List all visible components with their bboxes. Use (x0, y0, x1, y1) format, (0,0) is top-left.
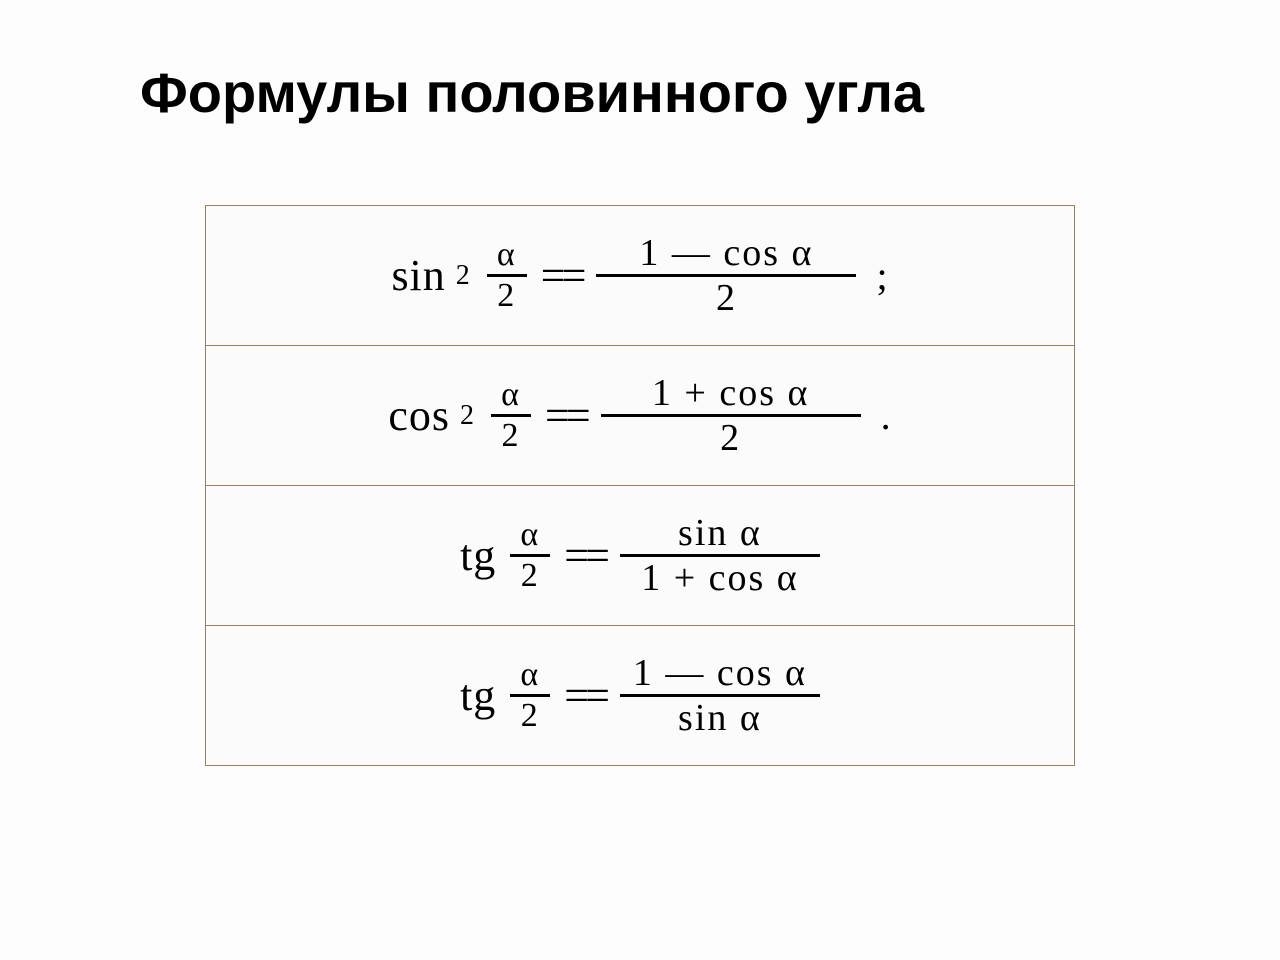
equals: == (541, 250, 583, 301)
punct: . (881, 392, 892, 439)
table-row: cos 2 α 2 == 1 + cos α 2 . (206, 346, 1075, 486)
denominator: 2 (513, 697, 548, 735)
numerator: 1 + cos α (644, 372, 818, 414)
punct: ; (876, 252, 888, 299)
fraction-rhs: 1 + cos α 2 (601, 372, 861, 459)
formula-cell: tg α 2 == 1 — cos α sin α (206, 626, 1075, 766)
formula-table-container: sin 2 α 2 == 1 — cos α 2 ; (205, 205, 1075, 766)
formula-cell: sin 2 α 2 == 1 — cos α 2 ; (206, 206, 1075, 346)
formula-tg-half-1: tg α 2 == sin α 1 + cos α (460, 512, 820, 599)
equals: == (564, 530, 606, 581)
formula-table: sin 2 α 2 == 1 — cos α 2 ; (205, 205, 1075, 766)
formula-cell: cos 2 α 2 == 1 + cos α 2 . (206, 346, 1075, 486)
fraction-alpha-2: α 2 (491, 376, 531, 455)
denominator: 2 (489, 277, 524, 315)
numerator: sin α (670, 512, 770, 554)
table-row: tg α 2 == sin α 1 + cos α (206, 486, 1075, 626)
denominator: sin α (670, 697, 770, 739)
denominator: 2 (708, 277, 745, 319)
fraction-alpha-2: α 2 (510, 656, 550, 735)
func-name: tg (460, 530, 496, 581)
numerator: 1 — cos α (625, 652, 815, 694)
func-name: tg (460, 670, 496, 721)
formula-cell: tg α 2 == sin α 1 + cos α (206, 486, 1075, 626)
numerator: α (512, 516, 548, 554)
denominator: 1 + cos α (633, 557, 807, 599)
fraction-rhs: 1 — cos α sin α (620, 652, 820, 739)
equals: == (564, 670, 606, 721)
formula-cos-half: cos 2 α 2 == 1 + cos α 2 . (388, 372, 891, 459)
func-name: cos (388, 390, 450, 441)
numerator: α (489, 236, 525, 274)
formula-tg-half-2: tg α 2 == 1 — cos α sin α (460, 652, 820, 739)
table-row: sin 2 α 2 == 1 — cos α 2 ; (206, 206, 1075, 346)
numerator: α (512, 656, 548, 694)
numerator: α (493, 376, 529, 414)
table-row: tg α 2 == 1 — cos α sin α (206, 626, 1075, 766)
func-name: sin (391, 250, 445, 301)
page-title: Формулы половинного угла (140, 60, 1180, 125)
fraction-rhs: sin α 1 + cos α (620, 512, 820, 599)
numerator: 1 — cos α (631, 232, 821, 274)
superscript: 2 (456, 260, 471, 292)
fraction-rhs: 1 — cos α 2 (596, 232, 856, 319)
fraction-alpha-2: α 2 (510, 516, 550, 595)
fraction-alpha-2: α 2 (487, 236, 527, 315)
denominator: 2 (494, 417, 529, 455)
equals: == (545, 390, 587, 441)
formula-sin-half: sin 2 α 2 == 1 — cos α 2 ; (391, 232, 888, 319)
denominator: 2 (712, 417, 749, 459)
superscript: 2 (460, 400, 475, 432)
denominator: 2 (513, 557, 548, 595)
